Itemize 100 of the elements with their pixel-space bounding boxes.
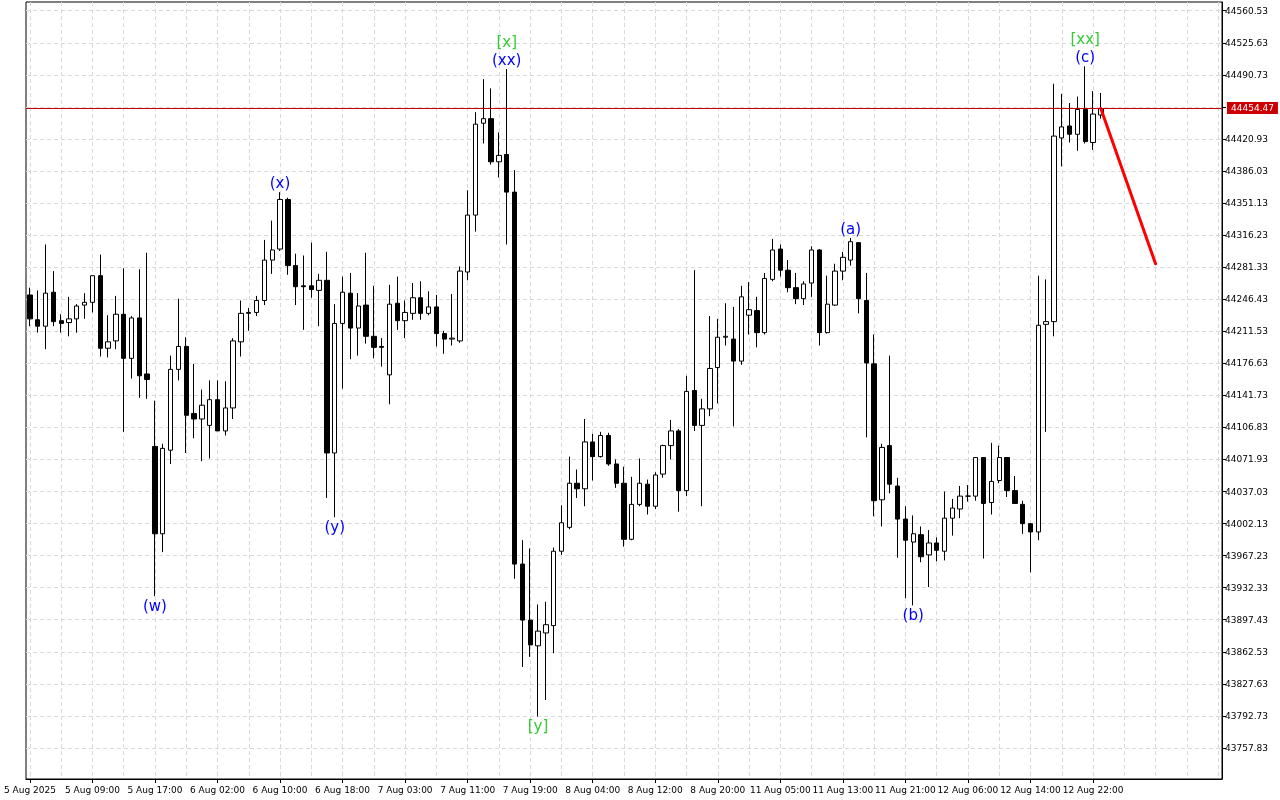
candlestick [543, 601, 549, 701]
x-tick-label: 11 Aug 21:00 [875, 784, 937, 795]
candlestick [137, 268, 142, 399]
candlestick [574, 468, 580, 499]
x-tick-label: 11 Aug 05:00 [750, 784, 811, 795]
candlestick [895, 477, 900, 559]
y-tick-label: 44246.43 [1225, 294, 1268, 305]
annotation: (c) [1075, 47, 1096, 66]
candlestick [481, 78, 486, 144]
candlestick [629, 476, 634, 541]
candlestick [801, 280, 806, 306]
candlestick [1004, 457, 1010, 498]
candlestick [598, 431, 603, 459]
candlestick [965, 484, 971, 503]
candlestick [973, 457, 978, 502]
x-tick-label: 12 Aug 06:00 [937, 784, 999, 795]
x-tick-label: 5 Aug 17:00 [127, 784, 183, 795]
candlestick [770, 238, 775, 282]
candlestick [645, 479, 650, 515]
candlestick [316, 273, 322, 327]
candlestick [82, 292, 87, 320]
candlestick [473, 111, 478, 233]
candlestick [528, 547, 533, 658]
x-tick-label: 12 Aug 14:00 [1000, 784, 1062, 795]
candlestick [356, 292, 361, 357]
candlestick [699, 398, 705, 507]
candlestick [614, 458, 619, 489]
candlestick [739, 285, 744, 366]
candlestick [191, 363, 197, 439]
candlestick [1090, 90, 1096, 151]
candlestick [90, 275, 95, 313]
candlestick [762, 272, 767, 335]
candlestick [74, 303, 79, 334]
y-tick-label: 44176.63 [1225, 358, 1268, 369]
candlestick [1075, 96, 1080, 152]
candlestick [442, 330, 447, 355]
x-tick-label: 8 Aug 12:00 [627, 784, 684, 795]
annotation: (xx) [492, 50, 522, 69]
candlestick [754, 296, 760, 348]
candlestick [215, 379, 220, 432]
candlestick [98, 254, 103, 358]
candlestick [997, 445, 1002, 484]
x-tick-label: 7 Aug 03:00 [377, 784, 433, 795]
candlestick [887, 355, 892, 494]
y-tick-label: 44316.23 [1225, 230, 1268, 241]
candlestick [684, 375, 689, 497]
y-tick-label: 43967.23 [1225, 550, 1268, 561]
candlestick [535, 604, 541, 718]
y-tick-label: 43932.33 [1225, 582, 1268, 593]
candlestick [911, 514, 916, 606]
candlestick [707, 315, 713, 417]
candlestick [262, 239, 267, 306]
candlestick [668, 419, 674, 460]
x-tick-label: 7 Aug 19:00 [502, 784, 558, 795]
candlestick [746, 281, 752, 335]
candlestick [1051, 83, 1057, 337]
candlestick [35, 289, 40, 334]
candlestick [363, 252, 369, 345]
candlestick [676, 428, 681, 513]
y-tick-label: 43897.43 [1225, 614, 1268, 625]
candlestick [246, 307, 251, 332]
candlestick [981, 457, 986, 560]
candlestick [309, 242, 314, 299]
candlestick [621, 466, 627, 548]
candlestick [144, 252, 150, 400]
candlestick [723, 302, 728, 346]
candlestick [105, 314, 111, 358]
y-tick-label: 44386.03 [1225, 165, 1268, 176]
candlestick [176, 298, 181, 381]
x-tick-label: 7 Aug 11:00 [440, 784, 496, 795]
candlestick [879, 443, 885, 527]
candlestick [465, 189, 470, 281]
candlestick [926, 529, 932, 588]
x-tick-label: 5 Aug 09:00 [64, 784, 121, 795]
candlestick [277, 191, 283, 252]
x-tick-label: 8 Aug 04:00 [565, 784, 621, 795]
candlestick [692, 269, 697, 432]
candlestick [1028, 523, 1033, 573]
y-tick-label: 44141.73 [1225, 390, 1268, 401]
candlestick [410, 282, 416, 321]
y-tick-label: 43862.53 [1225, 646, 1268, 657]
candlestick [223, 380, 228, 436]
annotation: [x] [496, 32, 518, 51]
candlestick [1036, 275, 1041, 541]
x-tick-label: 11 Aug 13:00 [812, 784, 874, 795]
y-tick-label: 43827.63 [1225, 678, 1268, 689]
candlestick [590, 433, 595, 482]
candlestick [864, 272, 869, 438]
candlestick [371, 285, 377, 359]
candlestick [51, 270, 56, 327]
candlestick [270, 220, 275, 275]
x-tick-label: 8 Aug 20:00 [690, 784, 746, 795]
candlestick [989, 442, 994, 515]
annotation: (a) [840, 219, 862, 238]
candlestick [121, 267, 126, 433]
candlestick [488, 87, 494, 166]
candlestick [199, 389, 205, 462]
candlestick [426, 290, 431, 316]
x-tick-label: 6 Aug 02:00 [190, 784, 246, 795]
candlestick [606, 432, 611, 467]
